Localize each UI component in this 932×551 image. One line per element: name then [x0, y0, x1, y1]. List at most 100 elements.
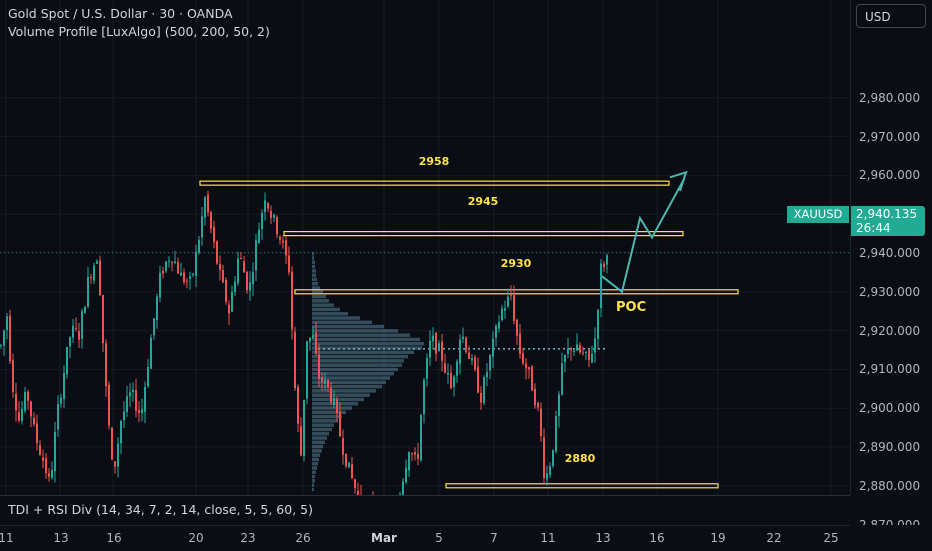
candle — [450, 373, 452, 388]
candle — [438, 343, 440, 351]
candle — [72, 326, 74, 338]
chart-title: Gold Spot / U.S. Dollar · 30 · OANDA — [8, 6, 233, 21]
indicator-legend-tdi[interactable]: TDI + RSI Div (14, 34, 7, 2, 14, close, … — [8, 502, 313, 517]
candle — [285, 240, 287, 255]
volume-profile-row — [312, 436, 327, 439]
volume-profile-row — [312, 393, 370, 396]
time-axis-label: Mar — [371, 531, 397, 545]
price-axis-label: 2,980.000 — [859, 91, 920, 105]
candle — [117, 444, 119, 467]
indicator-legend[interactable]: Volume Profile [LuxAlgo] (500, 200, 50, … — [8, 24, 270, 39]
candle — [600, 263, 602, 307]
candle — [576, 344, 578, 350]
time-axis-label: 26 — [295, 531, 310, 545]
price-axis-label: 2,900.000 — [859, 401, 920, 415]
candle — [462, 337, 464, 339]
candle — [261, 213, 263, 229]
candle — [300, 426, 302, 455]
time-axis-label: 20 — [188, 531, 203, 545]
level-label-2930: 2930 — [501, 257, 532, 270]
volume-profile-row — [312, 419, 338, 422]
volume-profile-row — [312, 428, 332, 431]
candle — [81, 311, 83, 339]
candle — [111, 428, 113, 460]
volume-profile-row — [312, 479, 315, 482]
candle — [138, 410, 140, 413]
volume-profile-row — [312, 265, 315, 268]
price-axis-label: 2,930.000 — [859, 285, 920, 299]
candle — [567, 348, 569, 354]
candle — [543, 437, 545, 478]
candle — [348, 463, 350, 468]
candle — [402, 481, 404, 495]
candle — [564, 355, 566, 362]
candle — [327, 380, 329, 387]
candle — [210, 212, 212, 229]
candle — [168, 261, 170, 262]
candle — [555, 416, 557, 451]
candle — [585, 352, 587, 353]
candle — [174, 261, 176, 262]
candle — [21, 409, 23, 421]
candle — [309, 338, 311, 342]
volume-profile-row — [312, 351, 414, 354]
poc-label: POC — [616, 300, 646, 315]
volume-profile-row — [312, 423, 334, 426]
candle — [225, 280, 227, 302]
candle — [126, 396, 128, 412]
volume-profile-row — [312, 368, 398, 371]
candle — [597, 310, 599, 339]
candle — [561, 363, 563, 394]
price-chart[interactable] — [0, 0, 850, 495]
candle — [186, 281, 188, 282]
candle — [492, 339, 494, 357]
candle — [12, 360, 14, 392]
candle — [90, 277, 92, 278]
candle — [495, 326, 497, 338]
candle — [510, 295, 512, 296]
candle — [330, 388, 332, 402]
candle — [288, 256, 290, 273]
candle — [276, 217, 278, 234]
candle — [513, 295, 515, 321]
candle — [345, 454, 347, 467]
candle — [183, 273, 185, 283]
candle — [165, 262, 167, 272]
volume-profile-row — [312, 316, 360, 319]
price-axis[interactable]: 2,980.0002,970.0002,960.0002,950.0002,94… — [850, 0, 932, 495]
candle — [0, 345, 2, 346]
candle — [525, 364, 527, 369]
price-axis-label: 2,940.000 — [859, 246, 920, 260]
candle — [522, 353, 524, 363]
volume-profile-row — [312, 488, 314, 491]
candle — [408, 452, 410, 470]
indicator-pane[interactable]: TDI + RSI Div (14, 34, 7, 2, 14, close, … — [0, 495, 850, 526]
currency-button[interactable]: USD — [856, 4, 926, 28]
candle — [156, 296, 158, 320]
candle — [570, 348, 572, 350]
candle — [120, 421, 122, 443]
candle — [207, 195, 209, 213]
chart-area[interactable]: Gold Spot / U.S. Dollar · 30 · OANDA Vol… — [0, 0, 850, 495]
candle — [135, 390, 137, 411]
candle — [105, 343, 107, 386]
candle — [39, 445, 41, 455]
price-axis-label: 2,920.000 — [859, 324, 920, 338]
level-label-2945: 2945 — [468, 195, 499, 208]
candle — [45, 458, 47, 473]
candle — [465, 338, 467, 352]
volume-profile-row — [312, 299, 329, 302]
candle — [78, 331, 80, 340]
candle — [231, 292, 233, 312]
volume-profile-row — [312, 359, 404, 362]
volume-profile-row — [312, 462, 318, 465]
volume-profile-row — [312, 441, 325, 444]
candle — [540, 409, 542, 436]
candle — [279, 237, 281, 240]
candle — [282, 241, 284, 243]
candle — [69, 337, 71, 346]
candle — [420, 415, 422, 460]
candle — [423, 380, 425, 414]
volume-profile-row — [312, 321, 372, 324]
